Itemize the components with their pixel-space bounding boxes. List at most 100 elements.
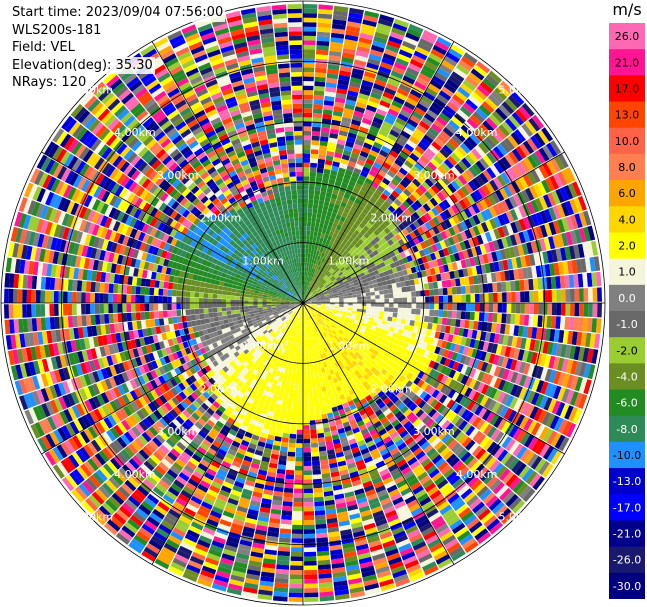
range-gate: [312, 212, 317, 218]
range-gate: [322, 113, 332, 120]
range-gate: [309, 281, 313, 287]
range-gate: [338, 191, 345, 198]
range-gate: [321, 228, 327, 234]
range-gate: [316, 428, 324, 434]
range-gate: [325, 192, 332, 198]
range-gate: [298, 343, 301, 349]
range-gate: [303, 167, 310, 172]
range-gate: [502, 292, 507, 303]
range-gate: [291, 533, 303, 539]
range-gate: [358, 190, 366, 197]
range-gate: [303, 13, 317, 18]
range-gate: [304, 271, 307, 276]
range-gate: [303, 62, 315, 68]
range-gate: [318, 9, 333, 15]
range-gate: [303, 221, 307, 227]
range-gate: [370, 91, 382, 100]
range-gate: [291, 374, 296, 380]
range-gate: [362, 181, 371, 189]
range-gate: [347, 160, 356, 168]
range-gate: [484, 303, 489, 312]
range-gate: [290, 560, 303, 566]
range-gate: [420, 34, 436, 45]
range-gate: [338, 130, 348, 137]
range-gate: [384, 87, 397, 96]
range-gate: [307, 281, 310, 286]
range-gate: [319, 140, 328, 147]
range-gate: [356, 97, 368, 105]
range-gate: [303, 230, 307, 236]
range-gate: [304, 280, 307, 286]
range-gate: [379, 100, 391, 109]
range-gate: [307, 217, 312, 222]
range-gate: [373, 283, 379, 288]
range-gate: [368, 317, 374, 322]
range-gate: [282, 432, 290, 439]
range-gate: [404, 71, 418, 81]
range-gate: [497, 292, 503, 303]
range-gate: [592, 287, 598, 302]
range-gate: [280, 441, 289, 448]
range-gate: [314, 505, 325, 511]
range-gate: [365, 288, 371, 293]
range-gate: [285, 382, 291, 388]
range-gate: [436, 36, 452, 48]
range-gate: [324, 234, 329, 240]
range-gate: [442, 287, 448, 296]
range-gate: [496, 282, 502, 292]
range-gate: [308, 352, 312, 357]
range-gate: [348, 85, 360, 93]
range-gate: [347, 199, 354, 206]
range-gate: [308, 189, 315, 195]
range-gate: [447, 287, 453, 295]
range-gate: [368, 96, 381, 104]
range-gate: [316, 236, 321, 242]
range-gate: [343, 298, 349, 301]
range-gate: [311, 244, 315, 250]
range-gate: [433, 288, 439, 296]
range-gate: [318, 271, 323, 277]
range-gate: [313, 199, 319, 205]
range-gate: [320, 131, 330, 138]
range-gate: [307, 253, 311, 259]
range-gate: [303, 289, 306, 294]
range-gate: [315, 528, 328, 534]
range-gate: [385, 137, 396, 146]
range-gate: [304, 285, 306, 290]
range-gate: [307, 212, 313, 218]
range-gate: [368, 185, 377, 193]
range-gate: [333, 5, 349, 12]
range-gate: [303, 361, 307, 367]
range-gate: [303, 103, 313, 109]
range-gate: [419, 315, 425, 322]
range-gate: [311, 268, 315, 273]
range-gate: [397, 308, 403, 313]
range-gate: [346, 165, 355, 172]
range-gate: [326, 73, 339, 80]
range-gate: [376, 133, 387, 142]
range-gate: [360, 312, 366, 316]
range-gate: [325, 159, 333, 166]
range-gate: [349, 81, 361, 89]
range-gate: [288, 442, 296, 448]
range-gate: [277, 550, 290, 557]
range-gate: [315, 269, 320, 275]
range-gate: [318, 4, 333, 10]
range-gate: [373, 141, 383, 150]
range-gate: [324, 164, 332, 170]
range-gate: [296, 434, 303, 439]
range-gate: [360, 122, 371, 130]
range-gate: [362, 75, 375, 83]
range-gate: [542, 290, 548, 302]
range-gate: [418, 72, 432, 83]
range-gate: [312, 263, 316, 269]
range-gate: [315, 259, 320, 265]
range-gate: [366, 303, 371, 307]
range-gate: [294, 384, 299, 389]
range-gate: [333, 10, 348, 17]
range-gate: [288, 392, 294, 398]
range-gate: [295, 447, 303, 453]
range-gate: [341, 154, 350, 161]
range-gate: [317, 209, 323, 215]
range-gate: [292, 406, 298, 412]
